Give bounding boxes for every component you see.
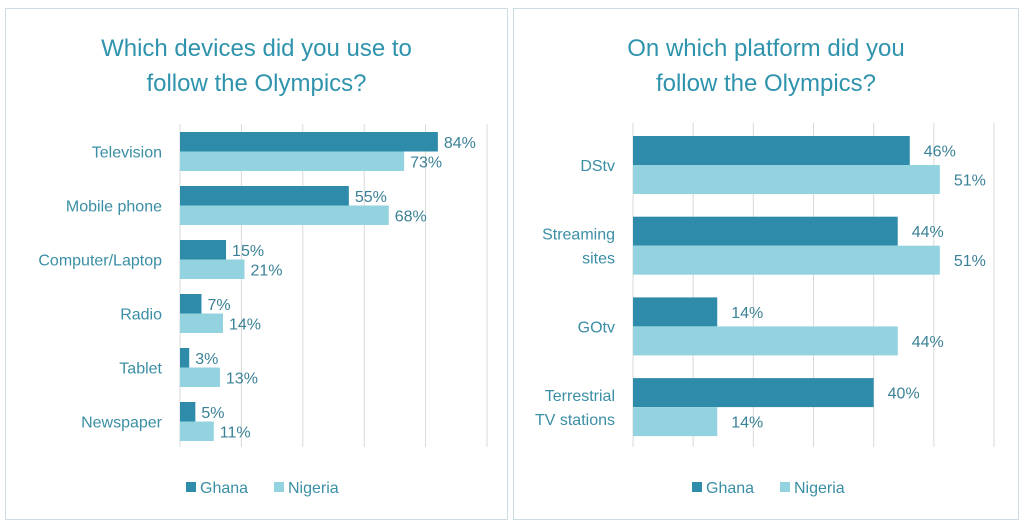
data-label: 51% [954,173,986,190]
data-label: 44% [912,224,944,241]
category-label: GOtv [578,319,615,336]
platform-chart-panel: On which platform did you follow the Oly… [513,8,1019,520]
data-label: 15% [232,243,264,260]
data-label: 55% [355,189,387,206]
bar-nigeria [180,205,389,225]
data-label: 68% [395,208,427,225]
legend-swatch-nigeria [780,482,790,492]
data-label: 73% [410,154,442,171]
bar-ghana [180,294,202,314]
bar-ghana [633,216,898,246]
legend-label: Ghana [200,480,248,497]
data-label: 7% [207,297,230,314]
data-label: 46% [924,144,956,161]
title-line: Which devices did you use to [101,35,412,62]
chart-title: Which devices did you use to follow the … [6,31,507,101]
bar-nigeria [633,407,718,437]
bar-ghana [180,402,196,422]
category-label: TV stations [535,412,615,429]
data-label: 3% [195,351,218,368]
bar-nigeria [180,313,223,333]
data-label: 21% [250,262,282,279]
title-line: follow the Olympics? [146,70,367,97]
legend-swatch-ghana [692,482,702,492]
bar-nigeria [633,165,940,194]
category-label: sites [582,251,615,268]
bar-nigeria [180,259,245,279]
data-label: 14% [731,305,763,322]
category-label: Tablet [119,361,162,378]
data-label: 44% [912,334,944,351]
category-label: Streaming [542,227,615,244]
category-label: Newspaper [81,415,163,432]
data-label: 84% [444,135,476,152]
legend-label: Nigeria [288,480,339,497]
title-line: On which platform did you [627,35,905,62]
data-label: 51% [954,253,986,270]
data-label: 14% [731,415,763,432]
bar-nigeria [180,367,220,387]
bar-nigeria [633,245,940,275]
category-label: Television [92,145,162,162]
category-label: Mobile phone [66,199,162,216]
devices-chart-panel: Which devices did you use to follow the … [5,8,508,520]
data-label: 40% [888,386,920,403]
category-label: DStv [580,158,615,175]
bar-ghana [180,186,349,206]
legend-label: Ghana [706,480,754,497]
title-line: follow the Olympics? [655,70,877,97]
bar-ghana [180,348,190,368]
legend-swatch-nigeria [274,482,284,492]
data-label: 14% [229,316,261,333]
bar-ghana [633,136,910,165]
bar-ghana [633,378,874,408]
category-label: Computer/Laptop [38,253,162,270]
bar-ghana [180,132,438,152]
legend-label: Nigeria [794,480,845,497]
category-label: Radio [120,307,162,324]
bar-nigeria [180,421,214,441]
bar-ghana [633,297,718,327]
chart-title: On which platform did you follow the Oly… [514,31,1018,101]
bar-nigeria [180,151,405,171]
legend-swatch-ghana [186,482,196,492]
data-label: 5% [201,405,224,422]
bar-ghana [180,240,227,260]
category-label: Terrestrial [545,388,615,405]
data-label: 11% [220,424,251,441]
data-label: 13% [226,370,258,387]
bar-nigeria [633,326,898,356]
